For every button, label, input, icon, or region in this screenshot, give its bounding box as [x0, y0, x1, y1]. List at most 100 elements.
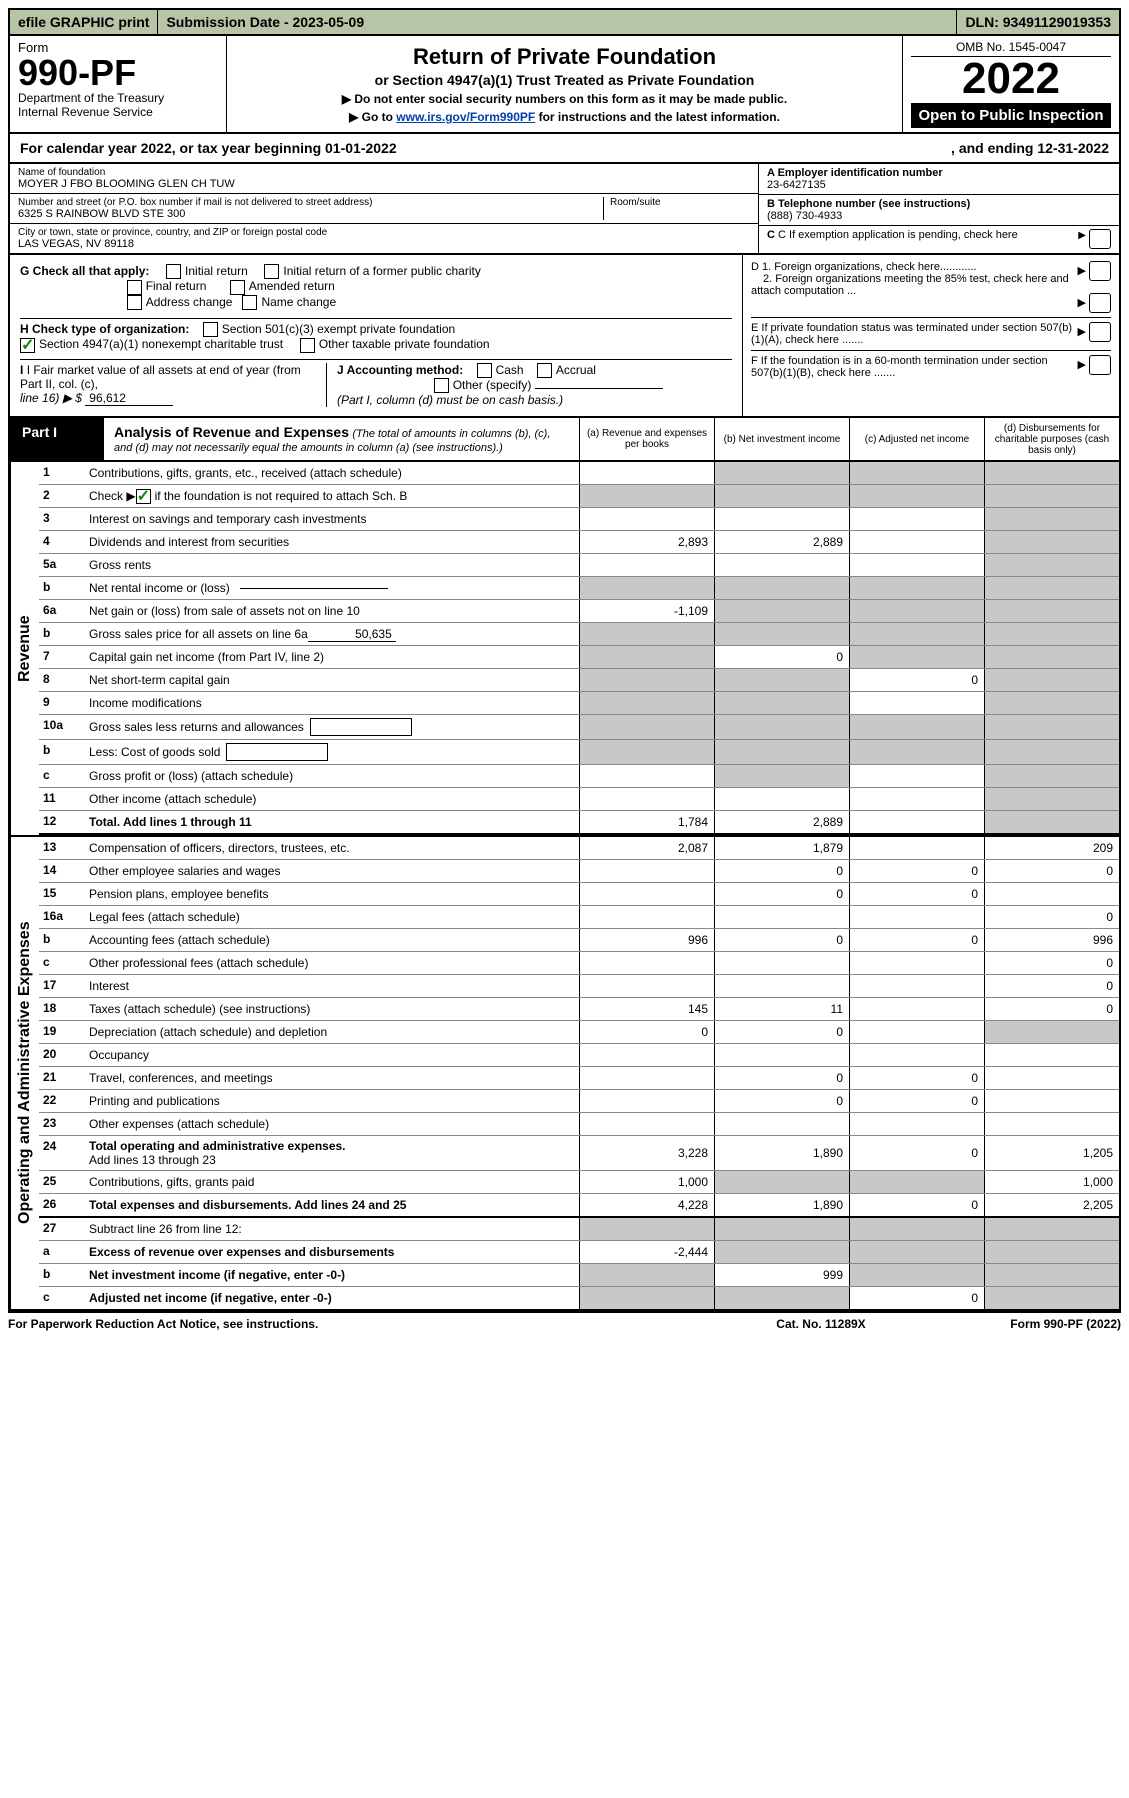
- row-4: Dividends and interest from securities: [85, 531, 579, 553]
- f-label: F If the foundation is in a 60-month ter…: [751, 355, 1077, 379]
- form-header: Form 990-PF Department of the Treasury I…: [8, 36, 1121, 134]
- form-id-block: Form 990-PF Department of the Treasury I…: [10, 36, 227, 132]
- tax-year: 2022: [911, 57, 1111, 101]
- row-23: Other expenses (attach schedule): [85, 1113, 579, 1135]
- paperwork-notice: For Paperwork Reduction Act Notice, see …: [8, 1317, 721, 1331]
- irs-label: Internal Revenue Service: [18, 105, 218, 119]
- addr-label: Number and street (or P.O. box number if…: [18, 197, 603, 208]
- form-subtitle: or Section 4947(a)(1) Trust Treated as P…: [233, 72, 896, 88]
- row-27c: Adjusted net income (if negative, enter …: [85, 1287, 579, 1309]
- arrow-icon: [1078, 229, 1089, 249]
- g-final-checkbox[interactable]: [127, 280, 142, 295]
- name-label: Name of foundation: [18, 167, 750, 178]
- dept-label: Department of the Treasury: [18, 91, 218, 105]
- row-21: Travel, conferences, and meetings: [85, 1067, 579, 1089]
- row-16a: Legal fees (attach schedule): [85, 906, 579, 928]
- page-footer: For Paperwork Reduction Act Notice, see …: [8, 1311, 1121, 1335]
- row-20: Occupancy: [85, 1044, 579, 1066]
- row-16b: Accounting fees (attach schedule): [85, 929, 579, 951]
- j-note: (Part I, column (d) must be on cash basi…: [337, 393, 563, 407]
- col-b-header: (b) Net investment income: [714, 418, 849, 460]
- dln-label: DLN: 93491129019353: [957, 10, 1119, 34]
- h-row: H Check type of organization: Section 50…: [20, 322, 732, 360]
- ein-value: 23-6427135: [767, 179, 1111, 191]
- form-ref: Form 990-PF (2022): [921, 1317, 1121, 1331]
- col-a-header: (a) Revenue and expenses per books: [579, 418, 714, 460]
- row-1: Contributions, gifts, grants, etc., rece…: [85, 462, 579, 484]
- submission-date: Submission Date - 2023-05-09: [158, 10, 957, 34]
- row-27: Subtract line 26 from line 12:: [85, 1218, 579, 1240]
- form-number: 990-PF: [18, 55, 218, 91]
- efile-label[interactable]: efile GRAPHIC print: [10, 10, 158, 34]
- row-15: Pension plans, employee benefits: [85, 883, 579, 905]
- revenue-table: Revenue 1Contributions, gifts, grants, e…: [8, 462, 1121, 837]
- e-label: E If private foundation status was termi…: [751, 322, 1077, 346]
- row-5b: Net rental income or (loss): [85, 577, 579, 599]
- col-c-header: (c) Adjusted net income: [849, 418, 984, 460]
- g-row: G Check all that apply: Initial return I…: [20, 264, 732, 319]
- g-amended-checkbox[interactable]: [230, 280, 245, 295]
- schb-checkbox[interactable]: [136, 489, 151, 504]
- row-13: Compensation of officers, directors, tru…: [85, 837, 579, 859]
- form-title-block: Return of Private Foundation or Section …: [227, 36, 903, 132]
- row-6a: Net gain or (loss) from sale of assets n…: [85, 600, 579, 622]
- h-4947-checkbox[interactable]: [20, 338, 35, 353]
- tel-label: B Telephone number (see instructions): [767, 198, 1111, 210]
- d1-checkbox[interactable]: [1089, 261, 1111, 281]
- row-19: Depreciation (attach schedule) and deple…: [85, 1021, 579, 1043]
- row-14: Other employee salaries and wages: [85, 860, 579, 882]
- row-17: Interest: [85, 975, 579, 997]
- revenue-side-label: Revenue: [10, 462, 39, 835]
- g-name-checkbox[interactable]: [242, 295, 257, 310]
- part1-header: Part I Analysis of Revenue and Expenses …: [8, 418, 1121, 462]
- f-checkbox[interactable]: [1089, 355, 1111, 375]
- row-10c: Gross profit or (loss) (attach schedule): [85, 765, 579, 787]
- row-27a: Excess of revenue over expenses and disb…: [85, 1241, 579, 1263]
- row-18: Taxes (attach schedule) (see instruction…: [85, 998, 579, 1020]
- city-label: City or town, state or province, country…: [18, 227, 750, 238]
- row-10a: Gross sales less returns and allowances: [85, 715, 579, 739]
- ein-label: A Employer identification number: [767, 167, 1111, 179]
- checks-section: G Check all that apply: Initial return I…: [8, 255, 1121, 418]
- expenses-side-label: Operating and Administrative Expenses: [10, 837, 39, 1309]
- d2-checkbox[interactable]: [1089, 293, 1111, 313]
- g-address-checkbox[interactable]: [127, 295, 142, 310]
- expenses-table: Operating and Administrative Expenses 13…: [8, 837, 1121, 1311]
- row-6b: Gross sales price for all assets on line…: [85, 623, 579, 645]
- h-other-checkbox[interactable]: [300, 338, 315, 353]
- foundation-name: MOYER J FBO BLOOMING GLEN CH TUW: [18, 178, 750, 190]
- g-initial-former-checkbox[interactable]: [264, 264, 279, 279]
- room-label: Room/suite: [610, 197, 750, 208]
- h-501c3-checkbox[interactable]: [203, 322, 218, 337]
- j-accrual-checkbox[interactable]: [537, 363, 552, 378]
- address-value: 6325 S RAINBOW BLVD STE 300: [18, 208, 603, 220]
- part1-title: Analysis of Revenue and Expenses: [114, 424, 349, 440]
- row-11: Other income (attach schedule): [85, 788, 579, 810]
- goto-note: ▶ Go to www.irs.gov/Form990PF for instru…: [233, 110, 896, 124]
- row-2: Check ▶ if the foundation is not require…: [85, 485, 579, 507]
- form-title: Return of Private Foundation: [233, 44, 896, 70]
- ij-row: I I Fair market value of all assets at e…: [20, 363, 732, 408]
- g-initial-checkbox[interactable]: [166, 264, 181, 279]
- row-9: Income modifications: [85, 692, 579, 714]
- row-24: Total operating and administrative expen…: [85, 1136, 579, 1170]
- row-8: Net short-term capital gain: [85, 669, 579, 691]
- row-7: Capital gain net income (from Part IV, l…: [85, 646, 579, 668]
- e-checkbox[interactable]: [1089, 322, 1111, 342]
- row-16c: Other professional fees (attach schedule…: [85, 952, 579, 974]
- row-25: Contributions, gifts, grants paid: [85, 1171, 579, 1193]
- ssn-note: ▶ Do not enter social security numbers o…: [233, 92, 896, 106]
- year-block: OMB No. 1545-0047 2022 Open to Public In…: [903, 36, 1119, 132]
- j-other-checkbox[interactable]: [434, 378, 449, 393]
- cat-no: Cat. No. 11289X: [721, 1317, 921, 1331]
- tel-value: (888) 730-4933: [767, 210, 1111, 222]
- calendar-year-row: For calendar year 2022, or tax year begi…: [8, 134, 1121, 164]
- top-bar: efile GRAPHIC print Submission Date - 20…: [8, 8, 1121, 36]
- row-12: Total. Add lines 1 through 11: [85, 811, 579, 833]
- fmv-value: 96,612: [85, 391, 173, 406]
- j-cash-checkbox[interactable]: [477, 363, 492, 378]
- irs-link[interactable]: www.irs.gov/Form990PF: [396, 110, 535, 124]
- city-value: LAS VEGAS, NV 89118: [18, 238, 750, 250]
- c-checkbox[interactable]: [1089, 229, 1111, 249]
- c-pending-label: C C If exemption application is pending,…: [767, 229, 1078, 249]
